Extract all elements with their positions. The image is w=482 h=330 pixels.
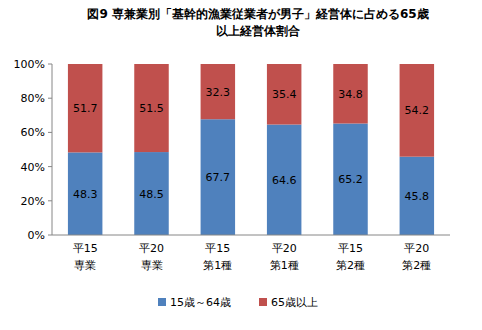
x-tick-label: 平15第2種 — [336, 242, 365, 272]
bar — [68, 152, 102, 235]
bars — [68, 64, 434, 235]
chart: 図9 専兼業別「基幹的漁業従業者が男子」経営体に占める65歳以上経営体割合 0% 2… — [0, 0, 482, 330]
data-label: 48.5 — [139, 188, 164, 201]
x-axis — [52, 235, 450, 236]
bar — [201, 64, 235, 119]
y-axis — [52, 64, 53, 235]
bar — [333, 64, 367, 124]
x-tick-label: 平20第1種 — [270, 242, 299, 272]
y-tick — [48, 64, 52, 65]
x-tick-line: 平15 — [73, 242, 98, 255]
bar — [201, 119, 235, 235]
y-tick-label: 60% — [21, 126, 45, 139]
x-tick-label: 平15 専業 — [73, 242, 98, 272]
y-tick — [48, 166, 52, 167]
bar — [134, 64, 168, 152]
bar — [267, 125, 301, 235]
y-tick — [48, 132, 52, 133]
bar — [400, 64, 434, 157]
data-label: 45.8 — [405, 190, 430, 203]
legend-swatch — [158, 298, 166, 306]
x-tick-line: 平20 — [139, 242, 164, 255]
bar — [267, 64, 301, 125]
x-tick-label: 平15第1種 — [203, 242, 232, 272]
data-label: 54.2 — [405, 104, 430, 117]
y-tick-label: 100% — [14, 58, 45, 71]
x-tick-line: 専業 — [141, 259, 163, 272]
y-tick — [48, 235, 52, 236]
y-tick-label: 20% — [21, 195, 45, 208]
bar — [400, 157, 434, 235]
data-label: 65.2 — [338, 173, 363, 186]
x-tick-line: 平15 — [338, 242, 363, 255]
bar — [333, 124, 367, 235]
data-label: 35.4 — [272, 88, 297, 101]
x-tick-line: 専業 — [74, 259, 96, 272]
x-tick-label: 平20第2種 — [402, 242, 431, 272]
title-line: 図9 専兼業別「基幹的漁業従業者が男子」経営体に占める65歳 — [87, 7, 428, 21]
data-label: 67.7 — [206, 171, 231, 184]
legend-swatch — [259, 298, 267, 306]
x-tick-line: 第1種 — [203, 259, 232, 272]
x-tick-line: 平20 — [404, 242, 429, 255]
legend-label: 65歳以上 — [271, 296, 318, 309]
x-tick-line: 第1種 — [270, 259, 299, 272]
y-tick-label: 80% — [21, 92, 45, 105]
data-label: 64.6 — [272, 174, 297, 187]
data-label: 32.3 — [206, 86, 231, 99]
bar — [68, 64, 102, 152]
y-tick-label: 40% — [21, 161, 45, 174]
data-label: 51.5 — [139, 102, 164, 115]
title: 図9 専兼業別「基幹的漁業従業者が男子」経営体に占める65歳以上経営体割合 — [87, 7, 428, 38]
y-tick — [48, 98, 52, 99]
data-label: 34.8 — [338, 88, 363, 101]
x-tick-label: 平20 専業 — [139, 242, 164, 272]
legend-label: 15歳～64歳 — [170, 296, 231, 309]
y-tick — [48, 200, 52, 201]
y-tick-label: 0% — [28, 229, 45, 242]
x-tick-line: 平20 — [272, 242, 297, 255]
x-tick-line: 平15 — [205, 242, 230, 255]
data-labels: 48.3 51.7 48.5 51.5 67.7 32.3 64.6 35.4 65.2 34.8… — [73, 86, 429, 203]
x-tick-line: 第2種 — [336, 259, 365, 272]
data-label: 51.7 — [73, 102, 98, 115]
data-label: 48.3 — [73, 188, 98, 201]
legend: 15歳～64歳 65歳以上 — [158, 296, 318, 309]
title-line: 以上経営体割合 — [216, 24, 301, 38]
bar — [134, 152, 168, 235]
x-tick-line: 第2種 — [402, 259, 431, 272]
